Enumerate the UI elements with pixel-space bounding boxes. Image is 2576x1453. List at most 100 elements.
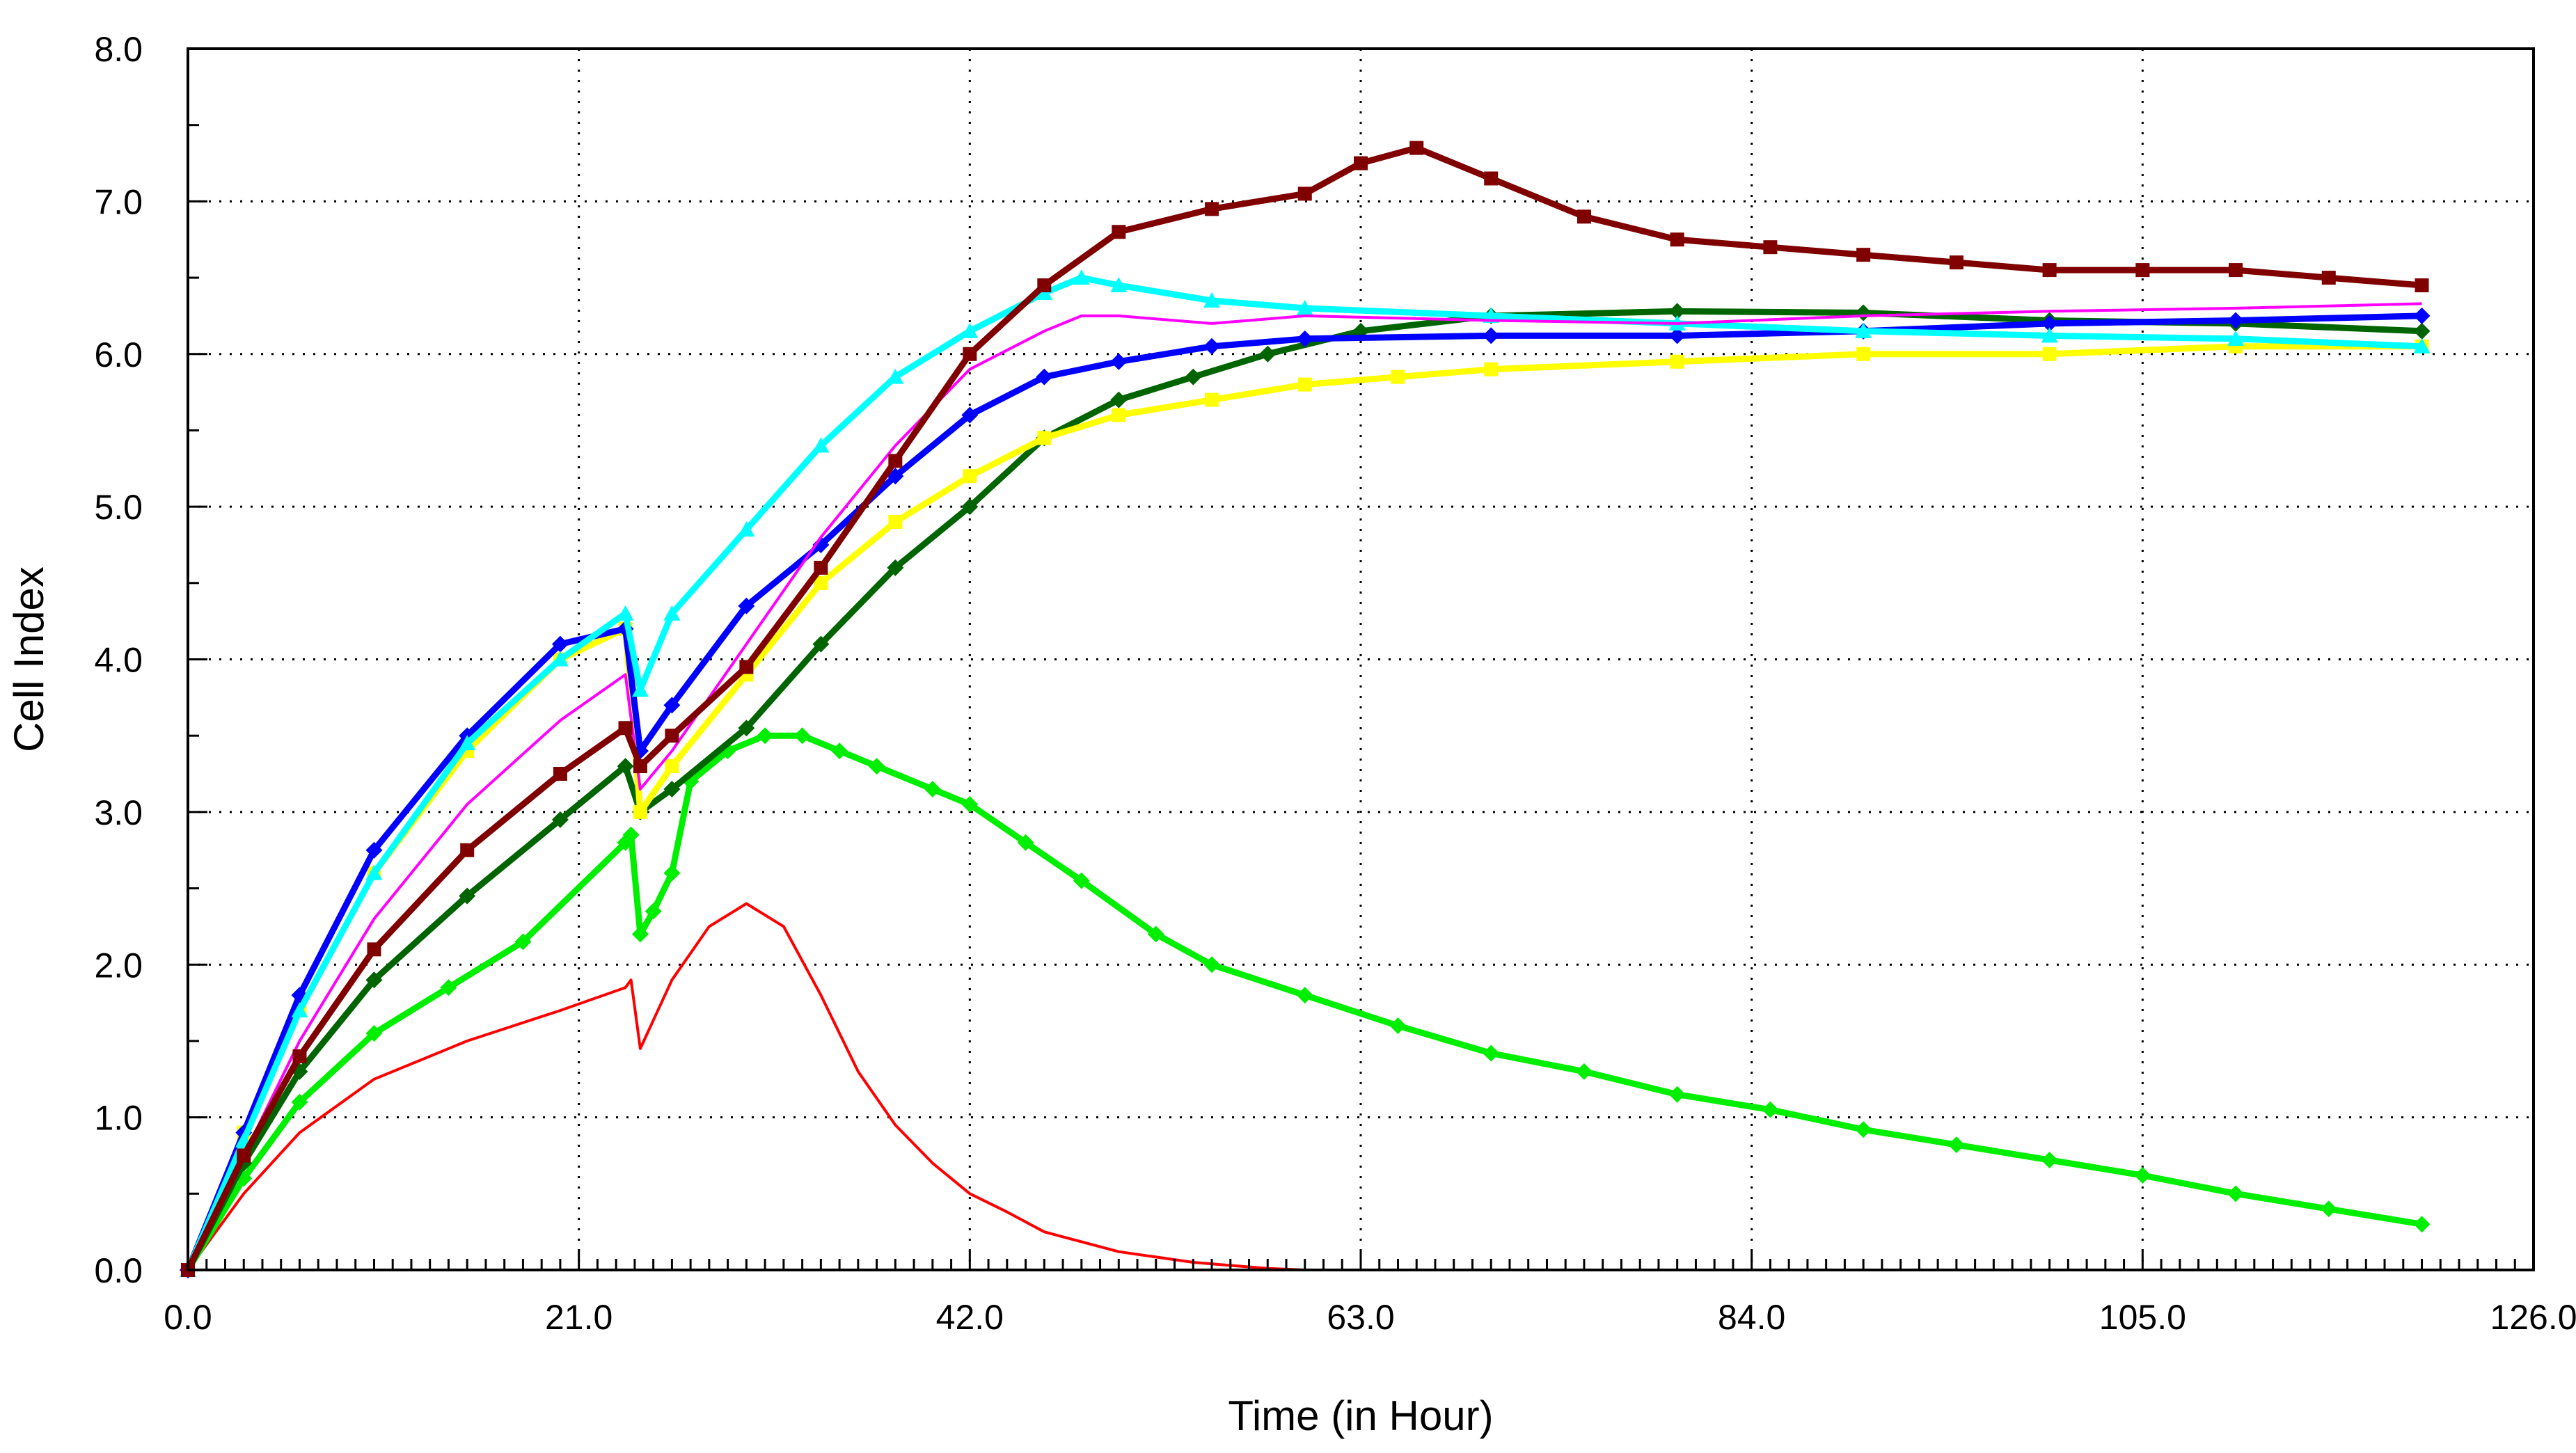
data-point — [738, 720, 755, 737]
data-point — [645, 903, 662, 920]
data-point — [2227, 312, 2245, 329]
series-group — [180, 141, 2431, 1278]
data-point — [459, 735, 476, 751]
series-2 — [180, 727, 2431, 1278]
data-point — [1577, 209, 1591, 224]
data-point — [1484, 171, 1499, 186]
data-point — [963, 347, 977, 361]
data-point — [365, 864, 383, 880]
data-point — [1297, 186, 1312, 201]
data-point — [2413, 1216, 2431, 1233]
data-point — [961, 406, 979, 424]
x-tick-label: 63.0 — [1327, 1298, 1394, 1337]
data-point — [1203, 338, 1221, 355]
data-point — [663, 780, 681, 797]
data-point — [793, 727, 811, 745]
data-point — [551, 651, 569, 667]
series-1 — [187, 902, 2422, 1271]
data-point — [459, 887, 476, 905]
data-point — [2227, 1185, 2245, 1202]
data-point — [1073, 872, 1090, 889]
data-point — [961, 322, 979, 338]
data-point — [1259, 345, 1277, 363]
data-point — [365, 971, 383, 989]
data-point — [633, 804, 647, 819]
data-point — [617, 758, 634, 775]
data-point — [1110, 353, 1128, 370]
x-tick-label: 84.0 — [1718, 1298, 1785, 1337]
data-point — [1036, 368, 1053, 386]
data-point — [1205, 202, 1219, 216]
data-point — [1762, 1101, 1779, 1118]
data-point — [738, 521, 755, 537]
data-point — [291, 1093, 308, 1111]
data-point — [1855, 322, 1872, 338]
data-point — [924, 780, 941, 797]
series-line — [187, 902, 2422, 1271]
data-point — [961, 795, 979, 813]
data-point — [1205, 392, 1219, 407]
data-point — [1856, 347, 1871, 361]
data-point — [2413, 338, 2431, 354]
data-point — [812, 635, 830, 653]
data-point — [551, 635, 569, 653]
y-axis-title: Cell Index — [6, 566, 52, 752]
data-point — [1949, 255, 1963, 270]
y-tick-label: 2.0 — [94, 946, 143, 985]
data-point — [961, 498, 979, 516]
data-point — [812, 536, 830, 553]
data-point — [2413, 322, 2431, 340]
data-point — [1185, 368, 1202, 386]
data-point — [1484, 362, 1499, 376]
tick-labels: 0.0 21.0 42.0 63.0 84.0 105.0 126.0 0.0 1.0 2.0 3.… — [94, 30, 2576, 1337]
series-line — [184, 145, 2422, 1271]
data-point — [1203, 292, 1221, 308]
x-tick-label: 21.0 — [545, 1298, 613, 1337]
data-point — [665, 729, 679, 743]
data-point — [618, 721, 633, 736]
data-point — [1037, 431, 1052, 445]
y-tick-label: 4.0 — [94, 641, 143, 680]
data-point — [1856, 248, 1871, 262]
data-point — [1855, 1121, 1872, 1138]
data-point — [2135, 263, 2150, 278]
data-point — [2042, 263, 2057, 278]
data-point — [2227, 330, 2245, 346]
data-point — [1296, 330, 1313, 347]
data-point — [514, 933, 532, 951]
y-tick-label: 3.0 — [94, 793, 143, 832]
data-point — [1763, 240, 1778, 255]
data-point — [1668, 303, 1686, 320]
data-point — [2321, 271, 2336, 285]
data-point — [1112, 225, 1126, 239]
data-point — [1483, 327, 1500, 344]
data-point — [237, 1148, 251, 1163]
data-point — [1670, 232, 1684, 247]
data-point — [738, 597, 755, 614]
data-point — [868, 758, 885, 775]
data-point — [365, 841, 383, 859]
data-point — [814, 560, 828, 575]
y-tick-label: 7.0 — [94, 182, 143, 221]
data-point — [812, 437, 830, 453]
data-point — [663, 864, 681, 882]
data-point — [291, 1002, 308, 1018]
data-point — [1296, 299, 1313, 315]
data-point — [292, 1049, 307, 1063]
axes — [187, 47, 2535, 1271]
data-point — [1668, 327, 1686, 344]
data-point — [1409, 141, 1424, 155]
series-3 — [180, 303, 2431, 1278]
data-point — [365, 1024, 383, 1042]
data-point — [1297, 377, 1312, 392]
y-tick-label: 0.0 — [94, 1251, 143, 1290]
data-point — [551, 811, 569, 828]
y-tick-label: 1.0 — [94, 1099, 143, 1138]
x-tick-label: 42.0 — [936, 1298, 1004, 1337]
data-point — [814, 575, 828, 590]
data-point — [617, 605, 634, 621]
data-point — [757, 727, 774, 745]
data-point — [1354, 156, 1368, 170]
